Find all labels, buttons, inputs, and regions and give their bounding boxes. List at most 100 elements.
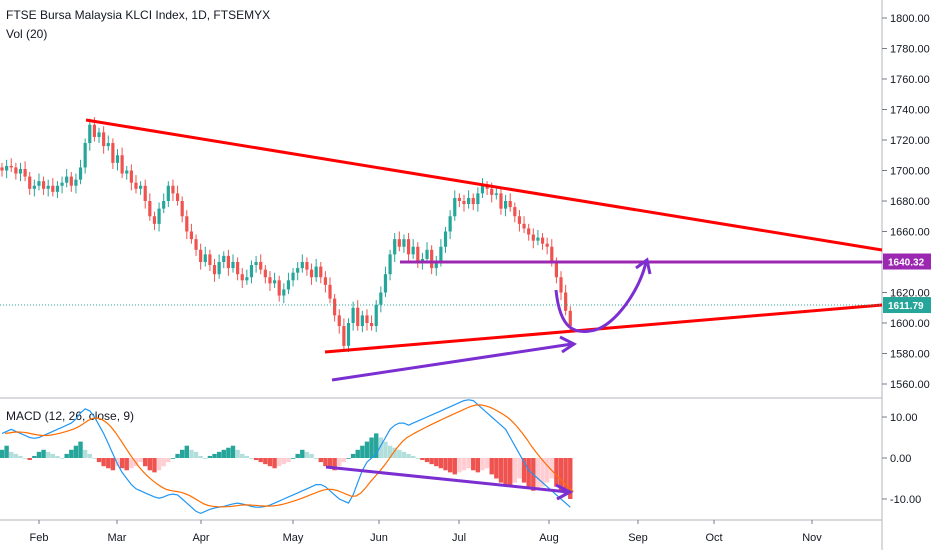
candle-body bbox=[129, 170, 133, 183]
candle-body bbox=[490, 188, 494, 195]
signal-line bbox=[4, 404, 574, 508]
candle-body bbox=[356, 307, 360, 327]
price-tick-label: 1620.00 bbox=[890, 288, 930, 300]
macd-histogram-bar bbox=[424, 458, 430, 463]
macd-histogram-bar bbox=[143, 458, 148, 467]
candle-body bbox=[342, 326, 346, 346]
candle-body bbox=[18, 168, 23, 174]
macd-histogram-bar bbox=[526, 458, 531, 487]
candle-body bbox=[245, 277, 249, 281]
macd-histogram-bar bbox=[226, 447, 231, 458]
macd-histogram-bar bbox=[277, 458, 282, 467]
macd-histogram-bar bbox=[471, 458, 476, 471]
candle-body bbox=[111, 143, 115, 163]
price-tick-label: 1760.00 bbox=[890, 74, 930, 86]
candle-body bbox=[337, 315, 341, 327]
macd-histogram-bar bbox=[249, 458, 254, 459]
macd-histogram-bar bbox=[313, 458, 319, 459]
macd-histogram-bar bbox=[517, 458, 522, 479]
macd-histogram-bar bbox=[263, 458, 268, 465]
macd-histogram-bar bbox=[32, 455, 37, 458]
candle-body bbox=[249, 265, 254, 278]
candle-body bbox=[397, 239, 401, 247]
candle-body bbox=[9, 165, 13, 168]
macd-histogram-bar bbox=[452, 458, 457, 475]
macd-histogram-bar bbox=[415, 458, 420, 459]
projected-path-arrow[interactable] bbox=[554, 261, 648, 334]
candle-body bbox=[291, 272, 295, 281]
candle-body bbox=[23, 168, 27, 177]
candle-body bbox=[102, 132, 106, 147]
macd-histogram-bar bbox=[115, 458, 120, 467]
macd-histogram-bar bbox=[46, 451, 51, 458]
candle-body bbox=[199, 249, 203, 262]
time-tick-label: Oct bbox=[705, 532, 722, 544]
macd-histogram-bar bbox=[92, 458, 97, 459]
chart-title: FTSE Bursa Malaysia KLCI Index, 1D, FTSE… bbox=[6, 8, 271, 22]
level-price-badge-text: 1640.32 bbox=[888, 258, 925, 269]
candle-body bbox=[226, 255, 230, 269]
candle-body bbox=[333, 298, 337, 316]
candle-body bbox=[360, 315, 364, 327]
macd-divergence-arrow[interactable] bbox=[325, 465, 569, 494]
macd-histogram-bar bbox=[346, 458, 351, 459]
macd-histogram-bar bbox=[0, 449, 5, 458]
time-tick-label: May bbox=[283, 532, 304, 544]
candle-body bbox=[0, 167, 4, 171]
macd-histogram-bar bbox=[198, 455, 203, 458]
candle-body bbox=[74, 179, 78, 186]
macd-line bbox=[1, 399, 571, 515]
candle-body bbox=[388, 254, 392, 275]
time-tick-label: Aug bbox=[539, 532, 559, 544]
price-tick-label: 1580.00 bbox=[890, 349, 930, 361]
macd-histogram-bar bbox=[397, 449, 402, 458]
candle-body bbox=[5, 165, 9, 171]
macd-histogram-bar bbox=[281, 458, 287, 465]
candle-body bbox=[531, 234, 535, 241]
macd-histogram-bar bbox=[41, 449, 46, 458]
macd-histogram-bar bbox=[521, 458, 527, 483]
candle-body bbox=[328, 284, 332, 299]
macd-histogram-bar bbox=[443, 458, 448, 471]
last-price-badge-text: 1611.79 bbox=[888, 301, 924, 312]
macd-histogram-bar bbox=[101, 458, 106, 467]
candle-body bbox=[559, 277, 563, 293]
candle-body bbox=[217, 262, 221, 275]
macd-histogram-bar bbox=[212, 453, 217, 458]
descending-trendline[interactable] bbox=[85, 118, 883, 252]
macd-histogram-bar bbox=[466, 458, 471, 469]
candle-body bbox=[540, 237, 545, 244]
price-tick-label: 1600.00 bbox=[890, 318, 930, 330]
candle-body bbox=[494, 193, 498, 195]
macd-histogram-bar bbox=[332, 458, 337, 471]
candle-body bbox=[212, 265, 217, 275]
macd-histogram-bar bbox=[489, 458, 494, 475]
candle-body bbox=[406, 239, 411, 255]
macd-histogram-bar bbox=[494, 458, 499, 479]
candle-body bbox=[166, 185, 170, 201]
candle-body bbox=[175, 193, 180, 201]
macd-histogram-bar bbox=[4, 445, 9, 458]
candle-body bbox=[162, 201, 166, 209]
candle-body bbox=[180, 201, 184, 217]
candle-body bbox=[152, 216, 157, 224]
macd-histogram-bar bbox=[166, 458, 171, 463]
macd-histogram-bar bbox=[480, 458, 485, 471]
candle-body bbox=[41, 181, 46, 189]
candle-body bbox=[527, 228, 531, 235]
candle-body bbox=[411, 246, 415, 255]
macd-histogram-bar bbox=[240, 453, 245, 458]
candle-body bbox=[208, 254, 212, 266]
candle-body bbox=[305, 262, 309, 270]
macd-histogram-bar bbox=[253, 458, 259, 461]
candle-body bbox=[125, 170, 129, 174]
arrowhead bbox=[555, 483, 574, 501]
bullish-divergence-arrow[interactable] bbox=[331, 342, 573, 382]
macd-histogram-bar bbox=[364, 441, 370, 458]
ascending-trendline[interactable] bbox=[324, 303, 883, 354]
macd-histogram-bar bbox=[244, 455, 250, 458]
candle-body bbox=[55, 185, 60, 192]
macd-histogram-bar bbox=[323, 458, 328, 467]
macd-histogram-bar bbox=[138, 458, 143, 463]
